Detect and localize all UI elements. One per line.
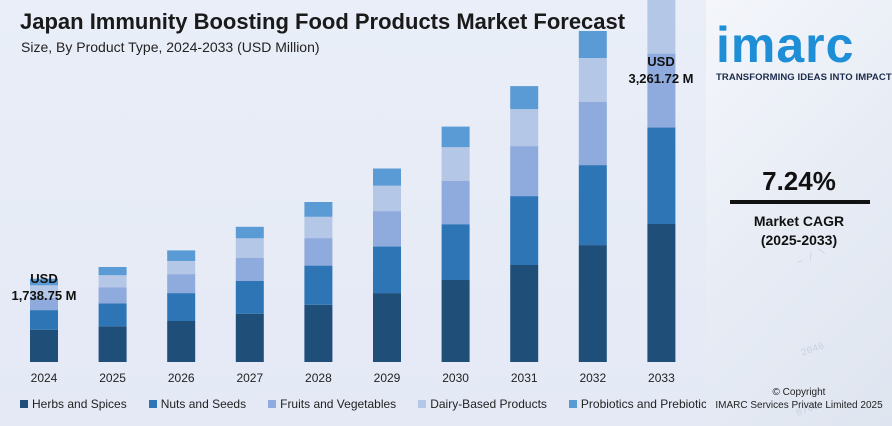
end-total-label-currency: USD bbox=[647, 54, 674, 69]
bar-segment-2028-series-3 bbox=[304, 216, 333, 239]
bar-segment-2032-series-4 bbox=[578, 31, 607, 58]
legend-label: Probiotics and Prebiotics bbox=[580, 397, 713, 411]
decorative-background: 2048 bbox=[799, 341, 827, 360]
legend-item-fruits-and-vegetables: Fruits and Vegetables bbox=[268, 397, 396, 411]
bar-segment-2029-series-2 bbox=[373, 211, 401, 247]
legend-swatch bbox=[268, 400, 277, 408]
legend-label: Fruits and Vegetables bbox=[280, 397, 397, 411]
bar-segment-2033-series-2 bbox=[647, 53, 676, 128]
bar-segment-2033-series-1 bbox=[647, 127, 676, 224]
bar-segment-2026-series-1 bbox=[167, 293, 196, 321]
bar-segment-2029-series-4 bbox=[373, 168, 401, 186]
bar-segment-2030-series-0 bbox=[441, 280, 470, 362]
bar-segment-2033-series-3 bbox=[647, 0, 676, 54]
start-total-label-value: 1,738.75 M bbox=[11, 288, 76, 303]
bar-segment-2032-series-3 bbox=[578, 58, 607, 102]
bar-segment-2031-series-2 bbox=[510, 146, 539, 197]
info-panel: ~ / \ ~ 2048 8768 imarc TRANSFORMING IDE… bbox=[706, 0, 892, 426]
bar-segment-2024-series-1 bbox=[30, 310, 58, 330]
bar-segment-2029-series-0 bbox=[373, 293, 401, 362]
bar-segment-2033-series-0 bbox=[647, 223, 676, 362]
x-tick-label-2026: 2026 bbox=[168, 371, 195, 385]
bar-segment-2030-series-3 bbox=[441, 147, 470, 181]
bar-segment-2031-series-1 bbox=[510, 196, 539, 265]
end-total-label-value: 3,261.72 M bbox=[628, 71, 693, 86]
bar-segment-2027-series-4 bbox=[235, 226, 264, 239]
bar-segment-2028-series-1 bbox=[304, 265, 333, 305]
bar-segment-2031-series-0 bbox=[510, 265, 539, 362]
bar-segment-2028-series-4 bbox=[304, 202, 333, 217]
bar-segment-2027-series-0 bbox=[235, 313, 264, 362]
stacked-bar-chart: 2024 2025 2026 2027 2028 2029 2030 2031 2032 2033… bbox=[11, 0, 694, 385]
bar-segment-2027-series-3 bbox=[235, 238, 264, 258]
chart-subtitle: Size, By Product Type, 2024-2033 (USD Mi… bbox=[21, 39, 320, 55]
bar-segment-2028-series-2 bbox=[304, 238, 333, 266]
bar-segment-2026-series-4 bbox=[167, 250, 196, 261]
legend-swatch bbox=[20, 400, 28, 408]
x-tick-label-2027: 2027 bbox=[236, 371, 263, 385]
bar-segment-2024-series-4 bbox=[30, 278, 58, 286]
bar-segment-2026-series-0 bbox=[167, 321, 196, 362]
bar-segment-2026-series-2 bbox=[167, 274, 196, 294]
bar-segment-2032-series-2 bbox=[578, 101, 607, 166]
legend-swatch bbox=[568, 400, 577, 408]
legend-item-dairy-based-products: Dairy-Based Products bbox=[418, 397, 547, 411]
bar-segment-2027-series-1 bbox=[235, 281, 264, 314]
legend-item-nuts-and-seeds: Nuts and Seeds bbox=[148, 397, 247, 411]
cagr-value: 7.24% bbox=[762, 166, 836, 196]
legend-label: Herbs and Spices bbox=[32, 397, 127, 411]
chart-title: Japan Immunity Boosting Food Products Ma… bbox=[20, 9, 626, 34]
bar-segment-2030-series-1 bbox=[441, 224, 470, 280]
bar-segment-2025-series-4 bbox=[98, 267, 127, 276]
x-tick-label-2028: 2028 bbox=[305, 371, 332, 385]
legend-item-probiotics-and-prebiotics: Probiotics and Prebiotics bbox=[568, 397, 713, 411]
bar-segment-2029-series-1 bbox=[373, 246, 401, 294]
cagr-label-text: Market CAGR bbox=[753, 213, 845, 229]
bar-segment-2032-series-0 bbox=[578, 245, 607, 362]
x-tick-label-2025: 2025 bbox=[99, 371, 126, 385]
chart-panel: Japan Immunity Boosting Food Products Ma… bbox=[0, 0, 713, 426]
logo-wordmark: imarc bbox=[716, 17, 855, 73]
x-tick-label-2031: 2031 bbox=[511, 371, 538, 385]
chart-legend: Herbs and Spices Nuts and Seeds Fruits a… bbox=[20, 397, 735, 411]
bar-segment-2024-series-0 bbox=[30, 329, 58, 362]
legend-item-herbs-and-spices: Herbs and Spices bbox=[20, 397, 127, 411]
legend-label: Dairy-Based Products bbox=[430, 397, 547, 411]
copyright: © Copyright IMARC Services Private Limit… bbox=[706, 386, 892, 412]
bar-segment-2031-series-4 bbox=[510, 86, 539, 110]
bar-segment-2029-series-3 bbox=[373, 185, 401, 212]
bar-segment-2027-series-2 bbox=[235, 258, 264, 281]
x-tick-label-2029: 2029 bbox=[374, 371, 401, 385]
brand-logo: imarc TRANSFORMING IDEAS INTO IMPACT bbox=[716, 17, 892, 83]
legend-swatch bbox=[418, 400, 427, 408]
legend-swatch bbox=[148, 400, 157, 408]
bar-segment-2031-series-3 bbox=[510, 109, 539, 147]
x-tick-label-2024: 2024 bbox=[31, 371, 58, 385]
bar-segment-2025-series-3 bbox=[98, 275, 127, 288]
cagr-period: (2025-2033) bbox=[760, 232, 838, 248]
start-total-label-currency: USD bbox=[30, 271, 57, 286]
bar-segment-2025-series-2 bbox=[98, 287, 127, 304]
x-tick-label-2030: 2030 bbox=[442, 371, 469, 385]
copyright-line-2: IMARC Services Private Limited 2025 bbox=[715, 400, 883, 411]
cagr-divider bbox=[730, 200, 870, 204]
bar-segment-2024-series-3 bbox=[30, 285, 58, 298]
bar-segment-2026-series-3 bbox=[167, 261, 196, 275]
bar-segment-2024-series-2 bbox=[30, 297, 58, 311]
bar-segment-2030-series-2 bbox=[441, 180, 470, 225]
bar-segment-2025-series-0 bbox=[98, 326, 127, 362]
x-tick-label-2032: 2032 bbox=[579, 371, 606, 385]
bar-segment-2025-series-1 bbox=[98, 303, 127, 327]
bar-segment-2028-series-0 bbox=[304, 304, 333, 362]
x-tick-label-2033: 2033 bbox=[648, 371, 675, 385]
cagr-label: Market CAGR (2025-2033) bbox=[706, 212, 892, 250]
legend-label: Nuts and Seeds bbox=[160, 397, 247, 411]
bar-segment-2032-series-1 bbox=[578, 165, 607, 246]
brand-tagline: TRANSFORMING IDEAS INTO IMPACT bbox=[716, 72, 892, 83]
bar-segment-2030-series-4 bbox=[441, 126, 470, 148]
copyright-line-1: © Copyright bbox=[772, 387, 826, 398]
